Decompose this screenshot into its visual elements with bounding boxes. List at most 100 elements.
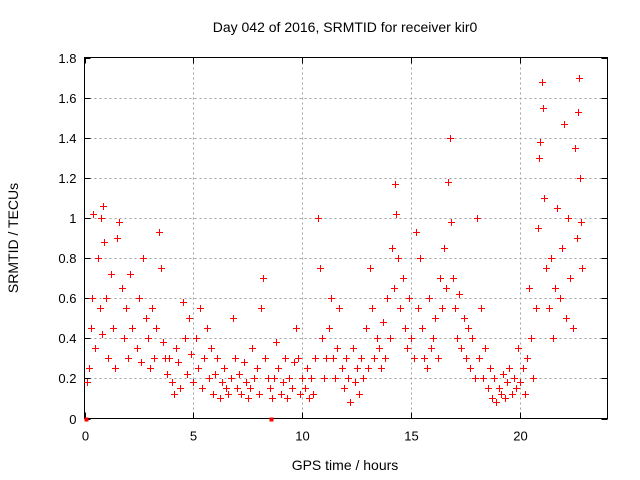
data-point	[182, 335, 189, 342]
data-marks-layer	[84, 75, 586, 422]
data-point	[206, 375, 213, 382]
data-point	[299, 375, 306, 382]
data-point	[127, 271, 134, 278]
data-point	[110, 325, 117, 332]
data-point	[489, 395, 496, 402]
data-point	[101, 239, 108, 246]
y-tick-label: 1.2	[58, 171, 76, 186]
data-point	[358, 355, 365, 362]
data-point	[458, 345, 465, 352]
y-tick-label: 1.6	[58, 91, 76, 106]
data-point	[461, 315, 468, 322]
data-point	[225, 391, 232, 398]
data-point	[310, 391, 317, 398]
data-point	[256, 391, 263, 398]
data-point	[356, 391, 363, 398]
data-point	[219, 379, 226, 386]
data-point	[156, 229, 163, 236]
data-point	[404, 345, 411, 352]
data-point	[496, 385, 503, 392]
data-point	[99, 331, 106, 338]
data-point	[334, 345, 341, 352]
y-tick-label: 1.4	[58, 131, 76, 146]
y-tick-label: 0.2	[58, 371, 76, 386]
data-point	[184, 371, 191, 378]
data-point	[352, 379, 359, 386]
data-point	[243, 379, 250, 386]
data-point	[400, 275, 407, 282]
data-point	[289, 385, 296, 392]
data-point	[273, 339, 280, 346]
data-point	[214, 355, 221, 362]
data-point	[267, 385, 274, 392]
data-point	[98, 215, 105, 222]
data-point	[312, 355, 319, 362]
data-point	[166, 355, 173, 362]
data-point	[230, 315, 237, 322]
data-point	[153, 325, 160, 332]
data-point	[271, 375, 278, 382]
data-point	[212, 371, 219, 378]
data-point	[478, 305, 485, 312]
data-point	[554, 205, 561, 212]
data-point	[269, 395, 276, 402]
data-point	[258, 305, 265, 312]
data-point	[116, 219, 123, 226]
data-point	[171, 391, 178, 398]
data-point	[413, 229, 420, 236]
data-point	[513, 385, 520, 392]
data-point	[391, 285, 398, 292]
data-point	[543, 265, 550, 272]
data-point	[350, 345, 357, 352]
data-point	[217, 395, 224, 402]
data-point	[402, 325, 409, 332]
data-point	[177, 385, 184, 392]
data-point	[262, 355, 269, 362]
data-point	[406, 295, 413, 302]
data-point	[441, 245, 448, 252]
data-point	[393, 211, 400, 218]
data-point	[103, 295, 110, 302]
data-point	[570, 325, 577, 332]
data-point	[302, 385, 309, 392]
data-point	[387, 335, 394, 342]
data-point	[430, 335, 437, 342]
data-point	[452, 305, 459, 312]
data-point	[561, 121, 568, 128]
data-point	[201, 355, 208, 362]
data-point	[426, 295, 433, 302]
data-point	[511, 375, 518, 382]
data-point	[249, 345, 256, 352]
data-point	[97, 305, 104, 312]
data-point	[278, 391, 285, 398]
data-point	[537, 139, 544, 146]
data-point	[467, 365, 474, 372]
x-tick-label: 5	[190, 429, 197, 444]
data-point	[530, 375, 537, 382]
data-point	[92, 345, 99, 352]
data-point	[269, 417, 274, 422]
data-point	[308, 375, 315, 382]
data-point	[474, 215, 481, 222]
data-point	[428, 345, 435, 352]
x-tick-label: 15	[404, 429, 418, 444]
y-axis-label: SRMTID / TECUs	[5, 183, 21, 293]
data-point	[180, 299, 187, 306]
data-point	[190, 379, 197, 386]
x-tick-label: 10	[295, 429, 309, 444]
data-point	[374, 335, 381, 342]
data-point	[328, 295, 335, 302]
data-point	[121, 335, 128, 342]
data-point	[502, 395, 509, 402]
data-point	[472, 375, 479, 382]
data-point	[367, 265, 374, 272]
data-point	[577, 175, 584, 182]
data-point	[456, 291, 463, 298]
data-point	[522, 391, 529, 398]
data-point	[443, 285, 450, 292]
data-point	[143, 315, 150, 322]
data-point	[323, 355, 330, 362]
data-point	[541, 195, 548, 202]
data-point	[540, 105, 547, 112]
